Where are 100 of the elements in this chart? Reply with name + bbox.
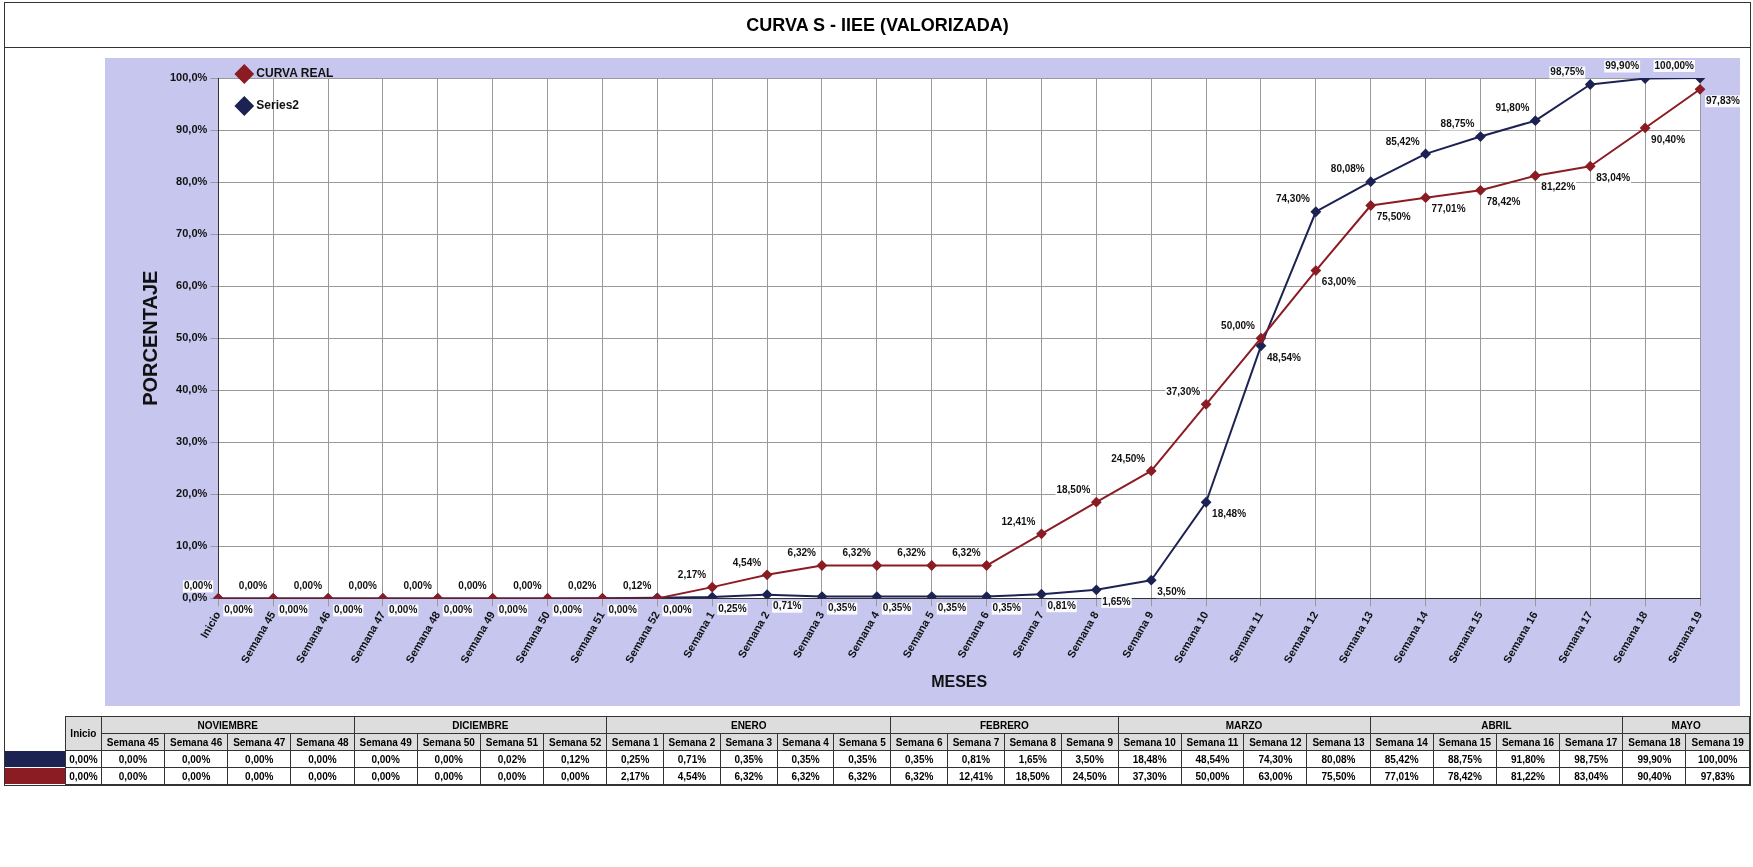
- text: 0,00%: [497, 770, 527, 782]
- data-label: 0,00%: [513, 580, 542, 592]
- data-label: 48,54%: [1266, 351, 1301, 363]
- text: ENERO: [606, 716, 891, 734]
- text: 91,80%: [1511, 753, 1545, 765]
- category-label: Semana 2: [668, 736, 716, 748]
- y-tick-label: 80,0%: [176, 175, 208, 188]
- data-label: 0,00%: [279, 604, 308, 616]
- text: 0,00%: [118, 753, 148, 765]
- legend-label: CURVA REAL: [256, 66, 334, 81]
- text: 0,81%: [961, 753, 991, 765]
- text: 0,00%: [245, 770, 274, 782]
- text: 37,30%: [1132, 770, 1167, 782]
- text: 97,83%: [1700, 770, 1735, 782]
- text: 0,00%: [434, 770, 463, 782]
- text: 0,71%: [677, 753, 707, 765]
- text: 98,75%: [1574, 753, 1609, 765]
- data-label: 63,00%: [1321, 276, 1356, 288]
- data-label: 12,41%: [1001, 515, 1036, 527]
- text: 0,00%: [434, 753, 463, 765]
- data-label: 0,00%: [388, 604, 418, 616]
- data-label: 100,00%: [1654, 59, 1695, 71]
- category-label: Semana 3: [725, 736, 773, 748]
- y-tick-label: 10,0%: [176, 539, 208, 552]
- data-label: 90,40%: [1651, 133, 1686, 145]
- category-label: Semana 1: [611, 736, 659, 748]
- category-label: Semana 5: [839, 736, 886, 748]
- data-label: 0,02%: [568, 580, 597, 592]
- data-label: 0,71%: [773, 600, 802, 612]
- text: 77,01%: [1384, 770, 1419, 782]
- text: 99,90%: [1637, 753, 1672, 765]
- data-label: 3,50%: [1157, 585, 1186, 597]
- data-label: 0,35%: [937, 602, 967, 614]
- data-label: 37,30%: [1166, 386, 1201, 398]
- text: 74,30%: [1258, 753, 1293, 765]
- category-label: Semana 17: [1565, 736, 1618, 748]
- text: 0,02%: [497, 753, 527, 765]
- data-label: 6,32%: [897, 547, 926, 559]
- category-label: Semana 52: [549, 736, 602, 748]
- y-tick-label: 90,0%: [176, 123, 208, 136]
- data-label: 98,75%: [1550, 66, 1585, 78]
- data-label: 91,80%: [1495, 102, 1530, 114]
- data-label: 77,01%: [1431, 203, 1466, 215]
- data-label: 0,00%: [458, 580, 487, 592]
- text: 6,32%: [791, 770, 820, 782]
- data-label: 50,00%: [1221, 319, 1256, 331]
- data-label: 74,30%: [1275, 193, 1310, 205]
- data-label: 0,00%: [553, 604, 583, 616]
- data-label: 83,04%: [1596, 172, 1631, 184]
- text: 0,35%: [734, 753, 763, 765]
- text: 1,65%: [1018, 753, 1047, 765]
- text: 0,00%: [69, 770, 98, 782]
- text: 90,40%: [1637, 770, 1672, 782]
- data-label: 6,32%: [842, 547, 871, 559]
- category-label: Semana 14: [1375, 736, 1428, 748]
- data-label: 0,00%: [403, 580, 432, 592]
- data-label: 6,32%: [787, 547, 817, 559]
- y-tick-label: 30,0%: [176, 435, 208, 448]
- category-label: Semana 15: [1438, 736, 1491, 748]
- y-tick-label: 100,0%: [170, 71, 208, 84]
- data-label: 4,54%: [732, 556, 762, 568]
- data-label: 0,35%: [882, 602, 912, 614]
- text: ABRIL: [1370, 716, 1623, 734]
- category-label: Semana 12: [1249, 736, 1302, 748]
- data-label: 97,83%: [1706, 95, 1741, 107]
- category-label: Semana 8: [1009, 736, 1057, 748]
- text: 0,00%: [371, 770, 400, 782]
- category-label: Semana 9: [1066, 736, 1113, 748]
- data-label: 18,50%: [1056, 483, 1091, 495]
- text: 83,04%: [1574, 770, 1609, 782]
- category-label: Semana 49: [359, 736, 412, 748]
- text: 0,35%: [791, 753, 820, 765]
- data-label: 0,00%: [334, 604, 363, 616]
- text: 0,00%: [308, 753, 337, 765]
- text: 6,32%: [848, 770, 877, 782]
- text: 85,42%: [1384, 753, 1419, 765]
- category-label: Semana 50: [422, 736, 475, 748]
- text: 0,00%: [181, 753, 211, 765]
- data-label: 1,65%: [1102, 595, 1131, 607]
- category-label: Semana 46: [169, 736, 223, 748]
- text: 0,00%: [308, 770, 337, 782]
- text: MAYO: [1622, 716, 1750, 734]
- y-tick-label: 70,0%: [176, 227, 208, 240]
- text: 0,00%: [245, 753, 274, 765]
- text: 18,50%: [1015, 770, 1050, 782]
- data-label: 2,17%: [677, 568, 707, 580]
- category-label: Semana 18: [1628, 736, 1681, 748]
- text: 100,00%: [1697, 753, 1738, 765]
- x-axis-title: MESES: [931, 672, 988, 690]
- y-axis-title: PORCENTAJE: [138, 270, 161, 406]
- data-label: 0,00%: [183, 580, 213, 592]
- data-label: 0,25%: [718, 602, 747, 614]
- data-label: 0,00%: [608, 604, 637, 616]
- text: DICIEMBRE: [354, 716, 607, 734]
- legend-label: Series2: [256, 98, 300, 113]
- text: NOVIEMBRE: [101, 716, 355, 734]
- category-label: Semana 10: [1123, 736, 1176, 748]
- data-label: 0,35%: [992, 602, 1022, 614]
- data-label: 0,12%: [622, 579, 652, 591]
- text: MARZO: [1118, 716, 1371, 734]
